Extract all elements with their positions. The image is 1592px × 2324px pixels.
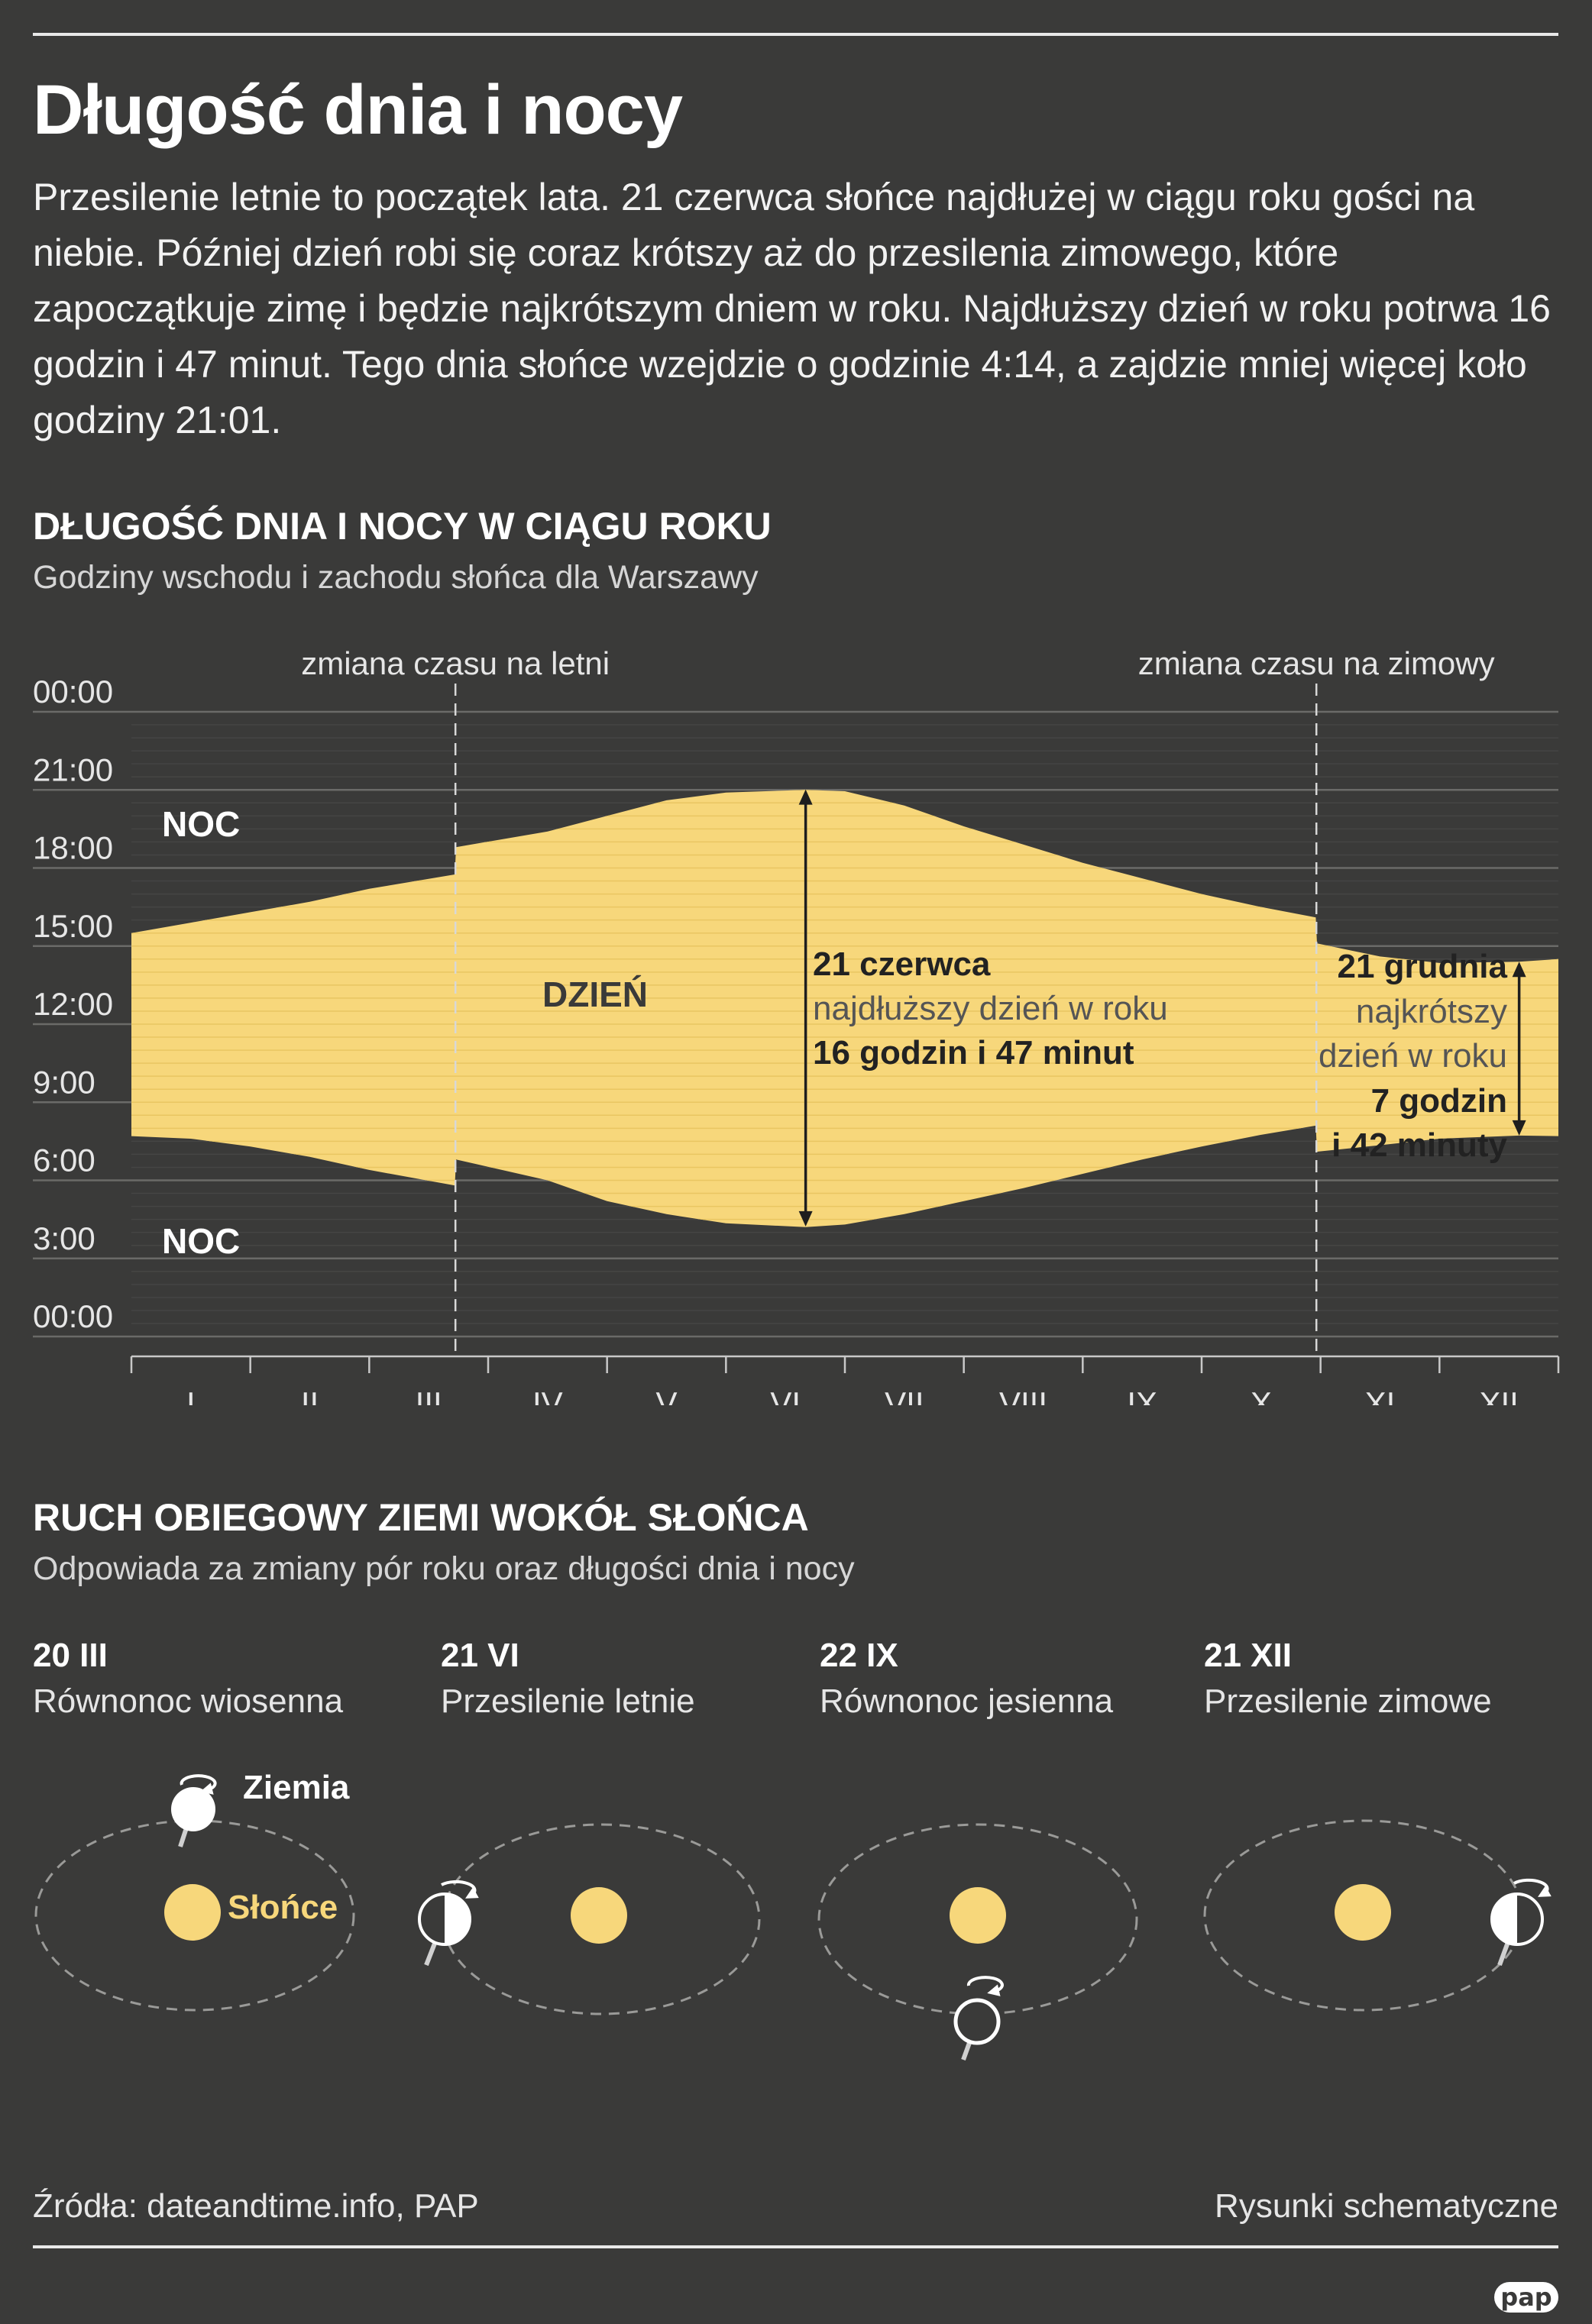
arrow-head-bottom [1512, 1120, 1526, 1136]
bottom-rule [33, 2245, 1558, 2248]
season-winter-solstice: 21 XII Przesilenie zimowe [1204, 1637, 1492, 1721]
orbit-winter [1203, 1819, 1552, 2012]
shortest-day-date: 21 grudnia [1338, 948, 1508, 985]
x-tick-label: VI [770, 1385, 801, 1405]
dst-start-label: zmiana czasu na letni [301, 645, 610, 681]
y-tick-label: 00:00 [33, 674, 113, 709]
x-tick-label: X [1251, 1385, 1272, 1405]
orbit-section-subtitle: Odpowiada za zmiany pór roku oraz długoś… [33, 1550, 855, 1587]
sun-icon [950, 1887, 1006, 1944]
longest-day-desc: najdłuższy dzień w roku [813, 990, 1168, 1027]
sun-icon [164, 1884, 221, 1941]
page-title: Długość dnia i nocy [33, 71, 683, 149]
season-name: Równonoc wiosenna [33, 1682, 344, 1720]
sun-icon [571, 1887, 627, 1944]
day-length-chart: zmiana czasu na letni zmiana czasu na zi… [33, 645, 1560, 1405]
pap-logo: pap [1494, 2282, 1558, 2313]
chart-section-title: DŁUGOŚĆ DNIA I NOCY W CIĄGU ROKU [33, 505, 772, 548]
shortest-day-arrow [1512, 962, 1526, 1136]
orbit-summer [418, 1823, 761, 2015]
y-tick-label: 3:00 [33, 1220, 95, 1256]
earth-icon [418, 1880, 479, 1967]
shortest-day-length2: i 42 minuty [1332, 1126, 1507, 1164]
season-name: Przesilenie letnie [441, 1682, 695, 1720]
dst-end-label: zmiana czasu na zimowy [1138, 645, 1495, 681]
shortest-day-desc2: dzień w roku [1319, 1037, 1507, 1075]
season-spring-equinox: 20 III Równonoc wiosenna [33, 1637, 343, 1721]
night-label-bottom: NOC [162, 1221, 240, 1261]
earth-icon [953, 1976, 1004, 2061]
schematic-note: Rysunki schematyczne [1215, 2187, 1558, 2225]
y-tick-label: 6:00 [33, 1143, 95, 1178]
x-tick-label: III [416, 1385, 442, 1405]
source-text: Źródła: dateandtime.info, PAP [33, 2187, 479, 2225]
season-date: 21 VI [441, 1637, 519, 1674]
season-date: 21 XII [1204, 1637, 1292, 1674]
longest-day-arrow [798, 789, 813, 1227]
night-label-top: NOC [162, 804, 240, 844]
y-axis-ticks: 00:00 21:00 18:00 15:00 12:00 9:00 6:00 3:00 00:… [33, 674, 113, 1334]
top-rule [33, 33, 1558, 36]
season-name: Równonoc jesienna [820, 1682, 1114, 1720]
x-tick-label: I [186, 1385, 196, 1405]
longest-day-length: 16 godzin i 47 minut [813, 1034, 1134, 1071]
y-tick-label: 00:00 [33, 1298, 113, 1334]
sun-label: Słońce [228, 1889, 338, 1926]
intro-text: Przesilenie letnie to początek lata. 21 … [33, 176, 1551, 441]
y-tick-label: 21:00 [33, 752, 113, 787]
earth-icon [171, 1774, 217, 1847]
season-date: 22 IX [820, 1637, 898, 1674]
earth-icon [1490, 1878, 1552, 1967]
y-tick-label: 15:00 [33, 908, 113, 944]
x-tick-label: VIII [999, 1385, 1047, 1405]
arrow-head-top [1512, 962, 1526, 978]
orbit-spring: Ziemia Słońce [34, 1769, 355, 2012]
longest-day-date: 21 czerwca [813, 945, 991, 983]
sun-icon [1335, 1884, 1391, 1941]
shortest-day-length1: 7 godzin [1371, 1082, 1507, 1120]
x-tick-label: IV [532, 1385, 563, 1405]
arrow-head-bottom [798, 1210, 813, 1227]
chart-section-subtitle: Godziny wschodu i zachodu słońca dla War… [33, 559, 759, 596]
day-area [131, 790, 1558, 1227]
shortest-day-desc1: najkrótszy [1356, 993, 1507, 1030]
day-label: DZIEŃ [542, 975, 648, 1014]
arrow-head-top [798, 789, 813, 805]
orbit-ellipse [442, 1823, 761, 2015]
x-axis: I II III IV V VI VII VIII IX X XI XII [130, 1355, 1560, 1405]
x-tick-label: V [655, 1385, 677, 1405]
x-tick-label: IX [1127, 1385, 1157, 1405]
orbit-autumn [817, 1823, 1138, 2061]
x-tick-label: VII [885, 1385, 924, 1405]
x-tick-label: II [301, 1385, 319, 1405]
orbit-diagrams: Ziemia Słońce [34, 1769, 1552, 2061]
x-tick-label: XII [1479, 1385, 1518, 1405]
season-summer-solstice: 21 VI Przesilenie letnie [441, 1637, 695, 1721]
y-tick-label: 9:00 [33, 1064, 95, 1100]
earth-label: Ziemia [243, 1769, 350, 1806]
season-autumn-equinox: 22 IX Równonoc jesienna [820, 1637, 1113, 1721]
y-tick-label: 18:00 [33, 830, 113, 866]
season-date: 20 III [33, 1637, 108, 1674]
season-name: Przesilenie zimowe [1204, 1682, 1492, 1720]
orbit-section-title: RUCH OBIEGOWY ZIEMI WOKÓŁ SŁOŃCA [33, 1496, 809, 1539]
y-tick-label: 12:00 [33, 986, 113, 1022]
x-tick-label: XI [1365, 1385, 1396, 1405]
